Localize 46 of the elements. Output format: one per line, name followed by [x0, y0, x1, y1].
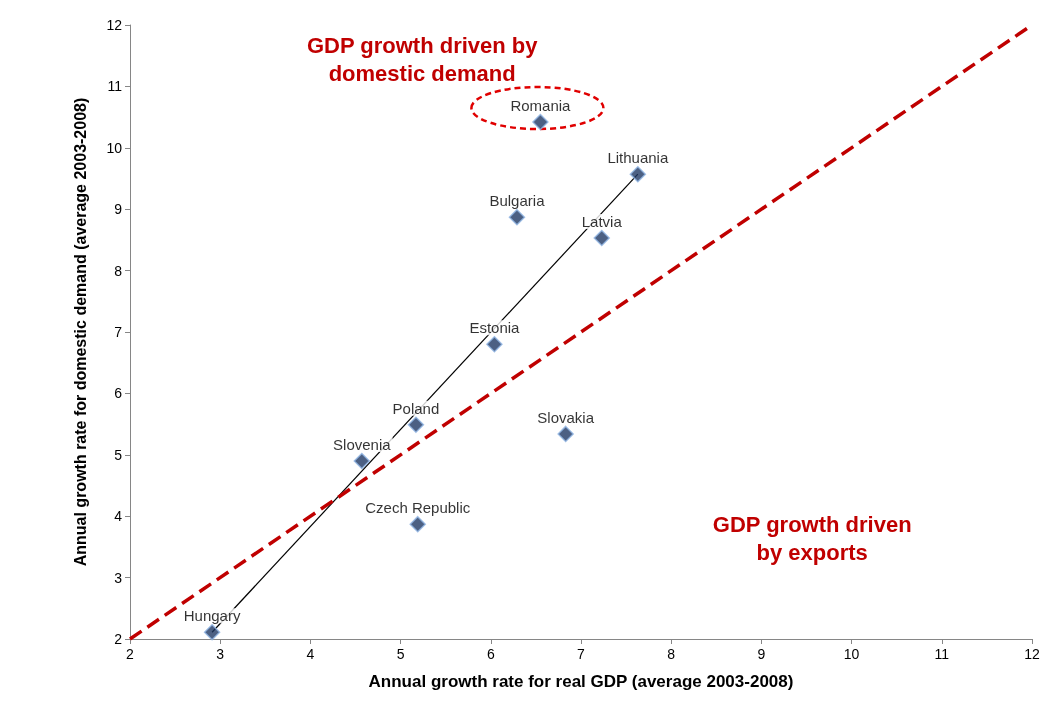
annotation: Slovakia	[537, 408, 595, 426]
annotation: Lithuania	[607, 149, 669, 167]
x-axis-title: Annual growth rate for real GDP (average 2003-2008)	[368, 672, 794, 691]
y-tick-label: 7	[114, 324, 123, 340]
x-tick-label: 11	[934, 646, 950, 662]
y-axis-title: Annual growth rate for domestic demand (average 2003-2008)	[71, 97, 89, 567]
x-tick-label: 3	[216, 646, 225, 662]
y-tick-label: 6	[114, 385, 123, 402]
annotation: Hungary	[183, 607, 241, 625]
x-tick-label: 5	[396, 646, 405, 662]
point	[629, 165, 647, 183]
annotation: Bulgaria	[489, 192, 546, 210]
y-tick-label: 9	[114, 201, 123, 218]
y-tick-label: 10	[106, 139, 123, 156]
point	[407, 416, 425, 433]
point	[353, 452, 371, 470]
x-tick-label: 10	[843, 646, 860, 662]
annotation: GDP growth driven by exports	[712, 511, 912, 565]
point	[508, 208, 526, 226]
annotation: Romania	[510, 97, 572, 115]
annotation: Latvia	[581, 213, 623, 231]
annotation: Poland	[392, 399, 440, 417]
point	[557, 425, 574, 443]
y-tick-label: 2	[114, 631, 123, 647]
y-tick-label: 11	[107, 78, 123, 95]
annotation: GDP growth driven by domestic demand	[306, 32, 539, 86]
annotation: Estonia	[469, 319, 521, 337]
y-tick-label: 12	[106, 17, 123, 33]
x-tick-label: 6	[486, 646, 495, 662]
y-tick-label: 8	[114, 262, 123, 279]
x-tick-label: 2	[126, 646, 135, 662]
point	[486, 336, 503, 353]
y-tick-label: 5	[114, 446, 123, 463]
x-tick-label: 9	[757, 646, 766, 662]
x-tick-label: 4	[306, 646, 315, 662]
y-tick-label: 3	[114, 569, 123, 586]
annotation: Slovenia	[333, 435, 392, 453]
x-tick-label: 8	[667, 646, 676, 662]
x-tick-label: 12	[1024, 646, 1040, 662]
x-tick-label: 7	[577, 646, 586, 662]
point	[409, 515, 426, 533]
point	[593, 229, 610, 247]
y-tick-label: 4	[114, 508, 123, 525]
annotation: Czech Republic	[365, 499, 471, 517]
point	[203, 624, 221, 641]
point	[532, 113, 549, 131]
